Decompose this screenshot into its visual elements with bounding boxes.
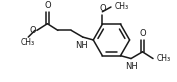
Text: CH₃: CH₃ [115,2,129,11]
Text: O: O [99,4,106,13]
Text: NH: NH [75,41,88,50]
Text: O: O [139,29,146,38]
Text: CH₃: CH₃ [20,38,34,47]
Text: O: O [44,1,51,10]
Text: O: O [29,26,36,35]
Text: CH₃: CH₃ [157,54,171,63]
Text: NH: NH [126,62,138,71]
